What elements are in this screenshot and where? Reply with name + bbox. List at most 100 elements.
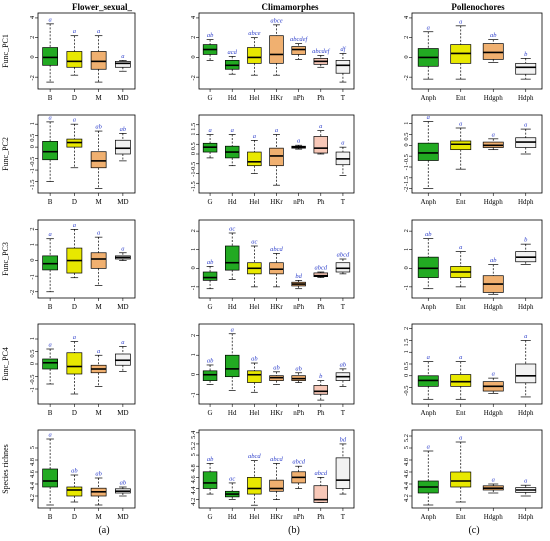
x-tick-label: Hel <box>249 94 259 102</box>
x-tick-label: T <box>341 513 346 521</box>
significance-letter: a <box>231 326 234 333</box>
significance-letter: a <box>275 127 278 134</box>
y-tick-label: 1 <box>190 248 197 251</box>
x-tick-label: G <box>208 198 213 206</box>
y-tick-label: 5 <box>190 453 197 456</box>
x-tick-label: M <box>96 198 103 206</box>
significance-letter: ab <box>71 468 78 475</box>
y-tick-label: -2 <box>29 75 36 80</box>
significance-letter: b <box>524 237 528 244</box>
box-D <box>66 486 83 497</box>
x-tick-label: D <box>72 303 77 311</box>
significance-letter: abcd <box>270 246 283 253</box>
x-tick-label: MD <box>117 198 128 206</box>
y-tick-label: 4 <box>190 15 197 19</box>
x-tick-label: Hdph <box>518 94 534 102</box>
significance-letter: ab <box>273 364 280 371</box>
column-title-flower: Flower_sexual_ <box>72 2 132 12</box>
y-tick-label: 0 <box>403 55 410 58</box>
significance-letter: ab <box>95 471 102 478</box>
box-Anph <box>417 142 439 161</box>
x-tick-label: Hd <box>228 409 237 417</box>
box-T <box>335 60 351 74</box>
significance-letter: a <box>319 123 322 130</box>
significance-letter: a <box>427 24 430 31</box>
y-tick-label: 2 <box>403 229 410 232</box>
x-tick-label: nPh <box>293 513 304 521</box>
x-tick-label: M <box>96 513 103 521</box>
y-tick-label: 5 <box>403 446 410 449</box>
significance-letter: abce <box>248 30 260 37</box>
significance-letter: a <box>459 121 462 128</box>
significance-letter: a <box>524 478 527 485</box>
x-tick-label: HKr <box>270 94 283 102</box>
box-Hdph <box>515 363 537 384</box>
significance-letter: ab <box>207 259 214 266</box>
significance-letter: a <box>73 222 76 229</box>
x-tick-label: Hdgph <box>484 94 504 102</box>
box-G <box>202 271 218 281</box>
significance-letter: a <box>49 342 52 349</box>
y-tick-label: -1 <box>190 172 197 177</box>
x-tick-label: Ph <box>317 303 325 311</box>
y-axis-label: Species richnes <box>1 444 10 494</box>
significance-letter: ab <box>207 32 214 39</box>
box-D <box>66 352 83 375</box>
significance-letter: ab <box>490 257 497 264</box>
box-Ph <box>313 485 328 503</box>
y-tick-label: 0.5 <box>403 133 410 141</box>
y-tick-label: 4.8 <box>29 458 36 466</box>
x-tick-label: G <box>208 513 213 521</box>
panel-3-1: -1 0 1 2 ab Ga Hd ab Hel ab HKr ab nPh b Ph ab T <box>190 323 355 417</box>
significance-letter: ac <box>229 475 235 482</box>
y-tick-label: 2 <box>190 334 197 337</box>
y-tick-label: -2 <box>403 75 410 80</box>
panel-4-0: 4.2 4.4 4.6 4.8 5 Species richnes a Bab Dab Mab MD <box>1 429 136 521</box>
y-tick-label: 4.6 <box>190 475 197 484</box>
box-Hdgph <box>482 43 504 60</box>
significance-letter: abcdef <box>312 48 331 55</box>
y-tick-label: 2 <box>190 36 197 39</box>
panels-group: -2024Func_PC1aBaDaMaMD-2024abGacdHdabceH… <box>1 12 543 521</box>
y-tick-label: 4.4 <box>403 481 410 490</box>
x-tick-label: M <box>96 303 103 311</box>
x-tick-label: Ph <box>317 513 325 521</box>
y-tick-label: -1.5 <box>403 176 410 186</box>
significance-letter: ab <box>120 126 127 133</box>
significance-letter: ab <box>425 231 432 238</box>
x-tick-label: Anph <box>420 409 436 417</box>
significance-letter: a <box>459 244 462 251</box>
significance-letter: a <box>524 333 527 340</box>
y-tick-label: 5.2 <box>190 442 197 450</box>
x-tick-label: Ent <box>456 303 466 311</box>
plot-frame <box>37 12 136 90</box>
y-tick-label: 1.5 <box>190 123 197 131</box>
x-tick-label: nPh <box>293 303 304 311</box>
significance-letter: ab <box>295 365 302 372</box>
box-nPh <box>291 46 306 55</box>
y-tick-label: -1.5 <box>29 180 36 190</box>
x-tick-label: Ph <box>317 198 325 206</box>
box-HKr <box>269 479 284 492</box>
x-tick-label: T <box>341 409 346 417</box>
significance-letter: a <box>492 131 495 138</box>
significance-letter: ab <box>95 124 102 131</box>
x-tick-label: HKr <box>270 198 283 206</box>
box-Anph <box>417 256 439 278</box>
box-Ph <box>313 385 328 395</box>
x-tick-label: HKr <box>270 409 283 417</box>
significance-letter: ac <box>251 239 257 246</box>
x-tick-label: B <box>48 513 53 521</box>
x-tick-label: M <box>96 94 103 102</box>
y-tick-label: 4.4 <box>29 481 36 490</box>
panel-1-1: -1.5 -1-0.5 0 0.5 1 1.5 a Ga Hd a Hel a HKr a nPh a Ph a T <box>190 114 355 206</box>
significance-letter: a <box>73 334 76 341</box>
significance-letter: ab <box>120 480 127 487</box>
y-tick-label: 4.6 <box>403 469 410 478</box>
box-Hel <box>247 477 262 495</box>
significance-letter: bd <box>340 436 347 443</box>
x-tick-label: HKr <box>270 513 283 521</box>
y-axis-label: Func_PC3 <box>1 242 10 276</box>
